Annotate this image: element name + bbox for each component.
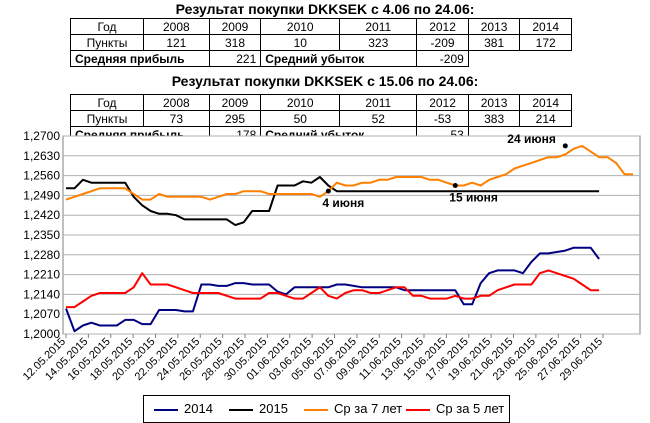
table-row: Год 2008 2009 2010 2011 2012 2013 2014 [70,94,572,111]
table-cell: 172 [519,34,572,51]
table-cell: 50 [260,110,341,127]
table-row: Пункты 121 318 10 323 -209 381 172 [70,34,572,51]
table-cell: -209 [416,34,469,51]
table-cell: 2014 [519,94,572,111]
table-cell: 2009 [208,94,262,111]
table-cell: 383 [467,110,521,127]
annotation-label: 15 июня [449,191,498,205]
annotation-label: 24 июня [507,132,556,146]
legend-swatch [304,409,328,411]
table-cell: 2010 [260,18,341,35]
y-tick-label: 1,2210 [23,268,60,282]
table-cell: 2010 [260,94,341,111]
table-cell: 2014 [519,18,572,35]
annotation-label: 4 июня [322,196,364,210]
table2-title: Результат покупки DKKSEK с 15.06 по 24.0… [171,73,479,89]
legend-swatch [154,409,178,411]
table-cell: 2008 [143,94,210,111]
points-header: Пункты [70,110,144,127]
table-cell: 214 [519,110,572,127]
series-line-Ср-за-7-лет [65,144,633,201]
series-line-2014 [65,246,600,333]
legend-label: 2015 [259,401,288,416]
table1-title: Результат покупки DKKSEK с 4.06 по 24.06… [175,1,475,17]
table-cell: 73 [143,110,210,127]
y-tick-label: 1,2630 [23,149,60,163]
annotation-marker [325,188,331,194]
y-tick-label: 1,2350 [23,228,60,242]
results-table-2: Год 2008 2009 2010 2011 2012 2013 2014 П… [70,94,572,143]
avg-profit-label: Средняя прибыль [70,50,210,67]
legend-label: Ср за 7 лет [334,401,403,416]
y-tick-label: 1,2140 [23,287,60,301]
table-cell: 323 [339,34,418,51]
table-cell: -53 [416,110,469,127]
table-cell: 10 [260,34,341,51]
table-cell: 2012 [416,18,469,35]
chart-legend: 2014 2015 Ср за 7 лет Ср за 5 лет [143,395,510,423]
table-cell: 2013 [467,18,521,35]
y-tick-label: 1,2700 [23,129,60,143]
table-cell: 2008 [143,18,210,35]
series-line-Ср-за-5-лет [66,269,600,309]
legend-swatch [406,409,430,411]
y-tick-label: 1,2420 [23,208,60,222]
avg-loss-label: Средний убыток [260,50,418,67]
table-cell: 52 [339,110,418,127]
year-header: Год [70,94,144,111]
table-cell: 2012 [416,94,469,111]
line-chart: 1,2000 1,2070 1,2140 1,2210 1,2280 1,2350 1,24… [21,129,641,383]
table-cell: 121 [143,34,210,51]
legend-swatch [229,409,253,411]
y-tick-label: 1,2070 [23,307,60,321]
avg-loss-value: -209 [416,50,469,67]
legend-label: 2014 [184,401,213,416]
table-cell: 295 [208,110,262,127]
table-cell: 318 [208,34,262,51]
y-tick-label: 1,2000 [23,327,60,341]
annotation-marker [452,183,458,188]
table-row: Пункты 73 295 50 52 -53 383 214 [70,110,572,127]
table-cell: 2011 [339,94,418,111]
table-row: Год 2008 2009 2010 2011 2012 2013 2014 [70,18,572,35]
annotation-marker [562,143,568,149]
y-tick-label: 1,2560 [23,169,60,183]
results-table-1: Год 2008 2009 2010 2011 2012 2013 2014 П… [70,18,572,67]
points-header: Пункты [70,34,144,51]
table-cell: 2009 [208,18,262,35]
avg-profit-value: 221 [208,50,262,67]
table-cell: 2011 [339,18,418,35]
table-cell: 381 [467,34,521,51]
y-tick-label: 1,2280 [23,248,60,262]
legend-label: Ср за 5 лет [436,401,505,416]
table-cell: 2013 [467,94,521,111]
y-tick-label: 1,2490 [23,188,60,202]
table-row: Средняя прибыль 221 Средний убыток -209 [70,50,572,67]
year-header: Год [70,18,144,35]
